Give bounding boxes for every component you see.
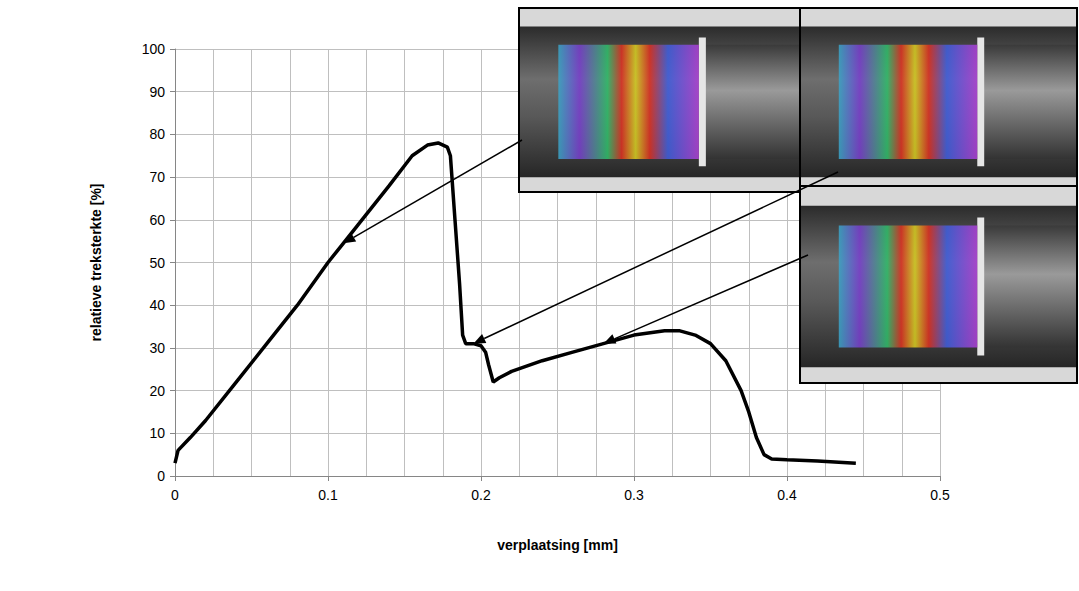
svg-text:100: 100: [142, 41, 166, 57]
svg-text:50: 50: [149, 255, 165, 271]
svg-text:0.5: 0.5: [930, 487, 950, 503]
svg-text:80: 80: [149, 126, 165, 142]
svg-text:0.1: 0.1: [318, 487, 338, 503]
svg-text:verplaatsing [mm]: verplaatsing [mm]: [497, 537, 618, 553]
svg-text:0.3: 0.3: [624, 487, 644, 503]
svg-text:90: 90: [149, 84, 165, 100]
svg-text:10: 10: [149, 425, 165, 441]
svg-text:40: 40: [149, 297, 165, 313]
svg-text:0: 0: [171, 487, 179, 503]
svg-text:relatieve treksterkte [%]: relatieve treksterkte [%]: [88, 184, 104, 342]
svg-text:20: 20: [149, 383, 165, 399]
svg-text:0: 0: [157, 468, 165, 484]
svg-text:0.4: 0.4: [777, 487, 797, 503]
svg-text:70: 70: [149, 169, 165, 185]
svg-text:60: 60: [149, 212, 165, 228]
svg-text:30: 30: [149, 340, 165, 356]
svg-text:0.2: 0.2: [471, 487, 491, 503]
